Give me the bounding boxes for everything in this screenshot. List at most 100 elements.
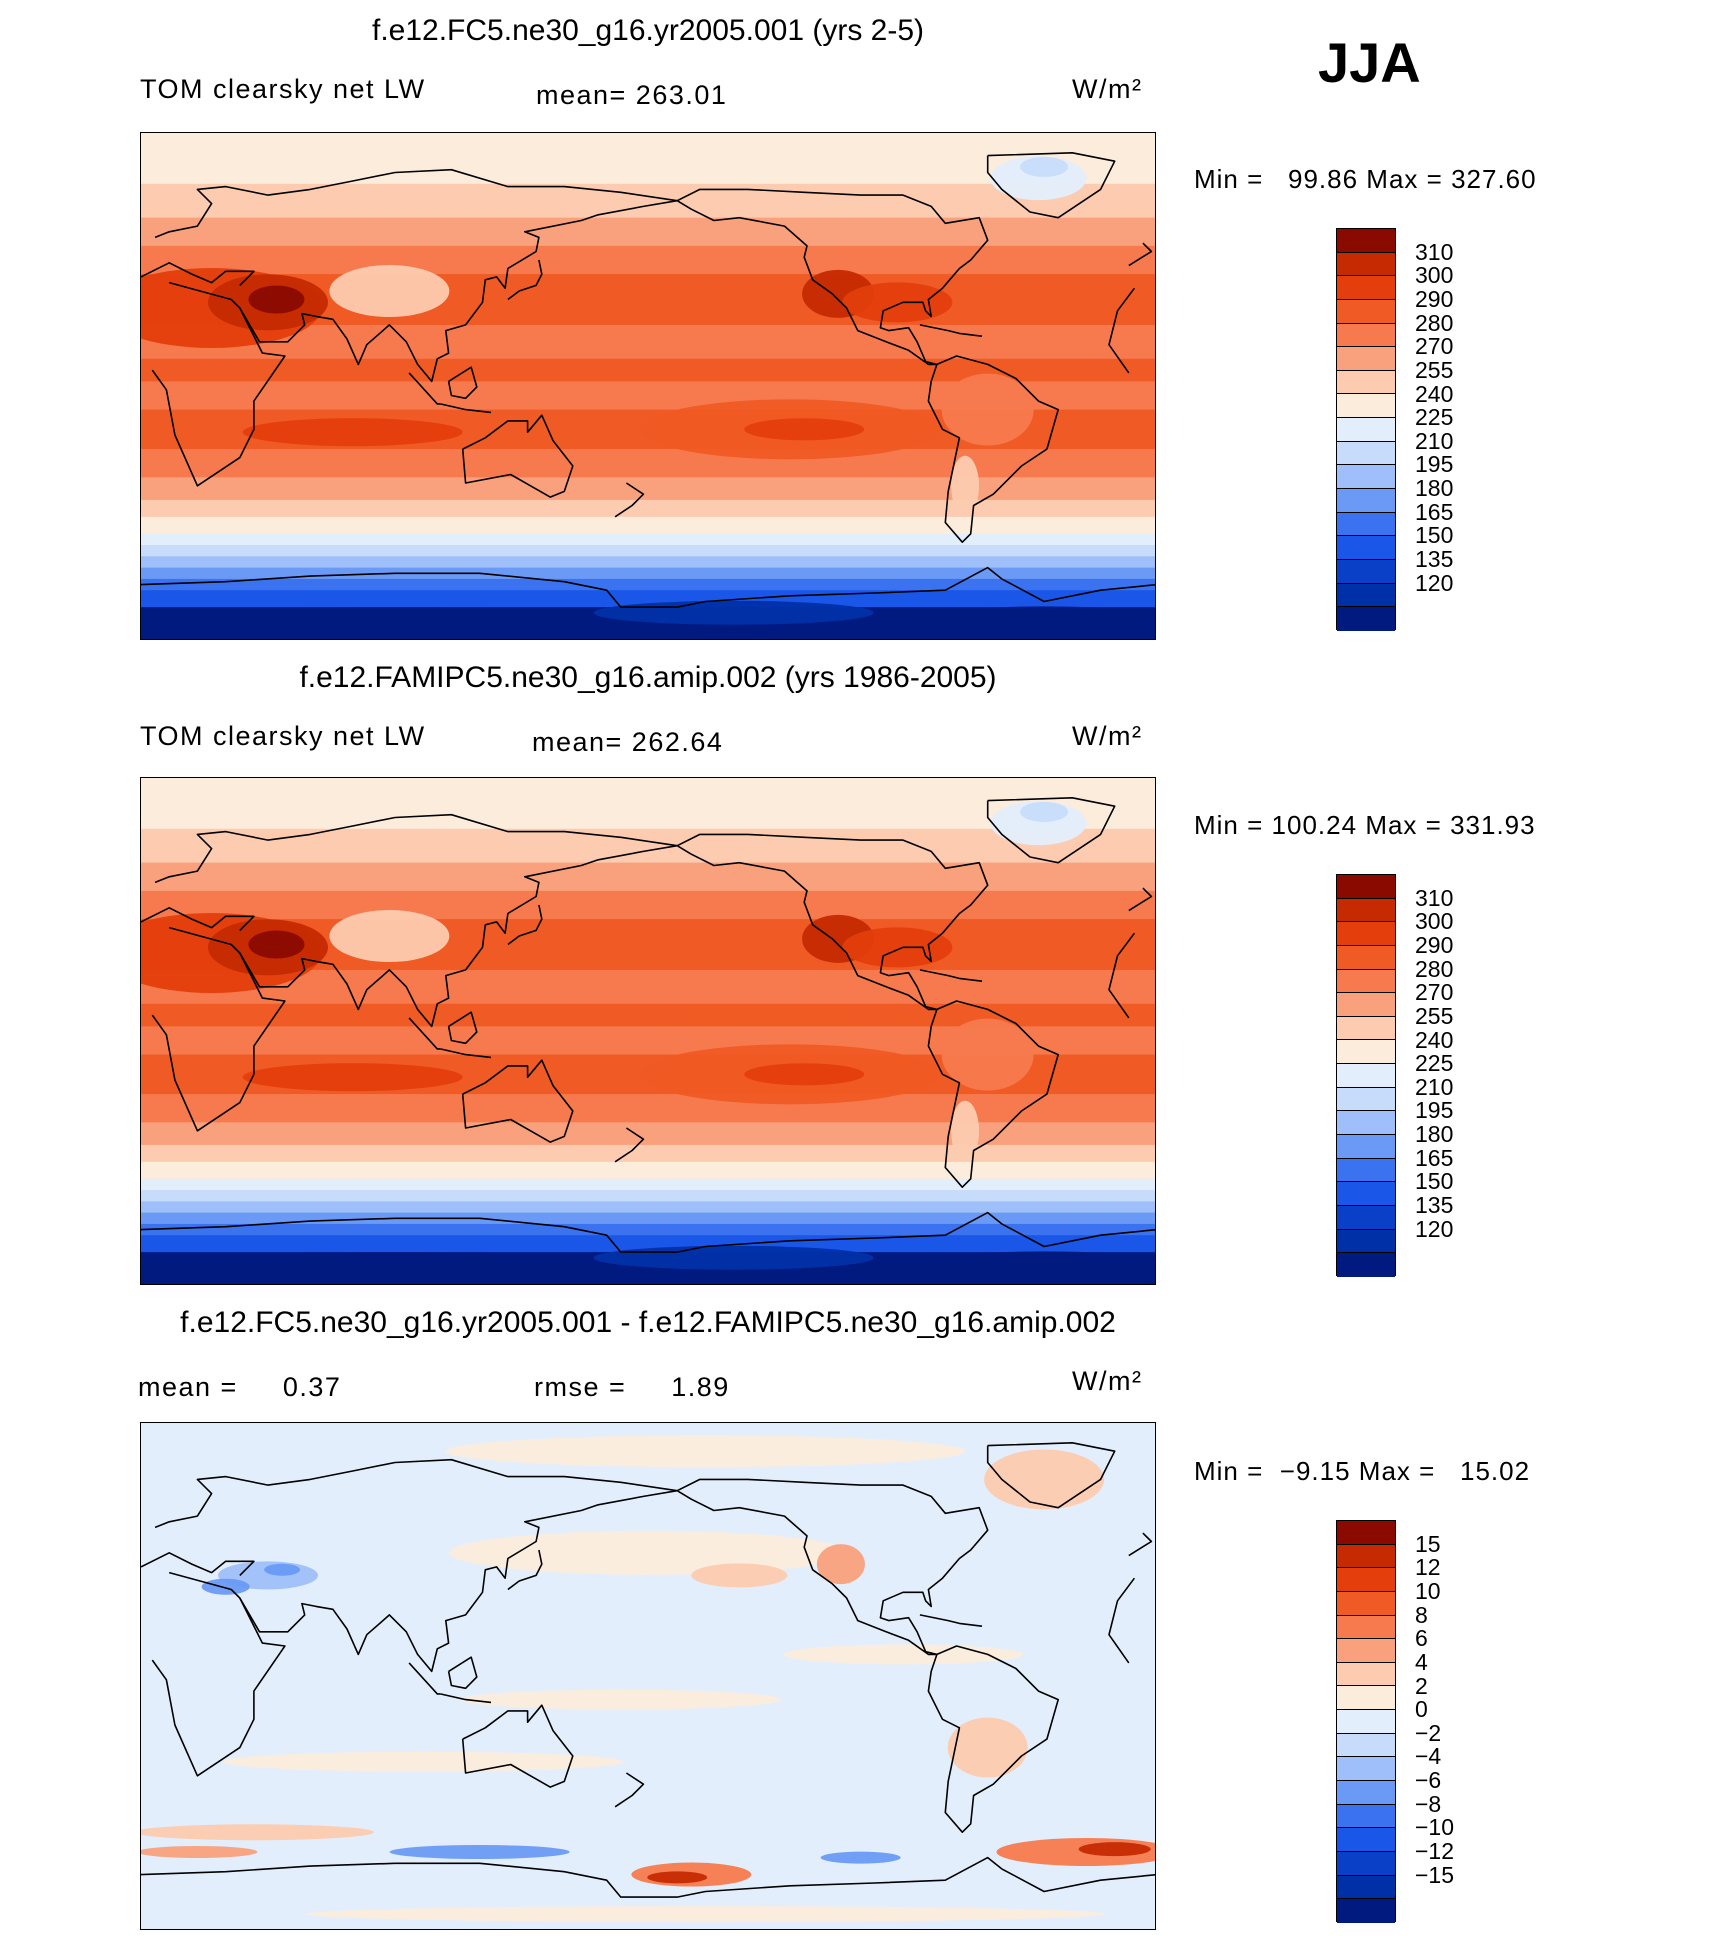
panel3-mean: mean = 0.37: [138, 1372, 342, 1402]
panel2-min-label: Min =: [1194, 810, 1264, 840]
field-feature: [141, 1845, 258, 1858]
coastline-segment: [151, 926, 1136, 1132]
colorbar-swatch: [1337, 1521, 1395, 1545]
coastline-segment: [507, 259, 543, 301]
colorbar-tick-label: 240: [1415, 380, 1454, 407]
colorbar-swatch: [1337, 1733, 1395, 1758]
colorbar-tick-label: 195: [1415, 451, 1454, 478]
field-feature: [264, 1563, 301, 1576]
field-feature: [581, 1009, 942, 1026]
colorbar-tick-label: 150: [1415, 1168, 1454, 1195]
coastline-segment: [447, 1656, 478, 1690]
colorbar-tick-label: 165: [1415, 498, 1454, 525]
field-feature: [1078, 1842, 1151, 1857]
coastline-segment: [440, 403, 492, 414]
coastline-segment: [408, 372, 441, 405]
colorbar-tick-label: 310: [1415, 884, 1454, 911]
colorbar-swatch: [1337, 1205, 1395, 1230]
panel3-title: f.e12.FC5.ne30_g16.yr2005.001 - f.e12.FA…: [180, 1306, 1116, 1339]
coastline-segment: [151, 281, 1136, 487]
colorbar-swatch: [1337, 418, 1395, 442]
field-feature: [951, 1100, 980, 1161]
field-band: [141, 1212, 1155, 1225]
field-band: [141, 778, 1155, 830]
field-feature: [691, 1563, 788, 1588]
colorbar-swatch: [1337, 252, 1395, 277]
field-feature: [1020, 801, 1069, 822]
colorbar-swatch: [1337, 323, 1395, 348]
coastline-segment: [919, 324, 983, 337]
colorbar-swatch: [1337, 276, 1395, 300]
colorbar-tick-label: −10: [1415, 1814, 1455, 1841]
field-band: [141, 245, 1155, 275]
colorbar-tick-label: 290: [1415, 285, 1454, 312]
panel3-units: W/m²: [1072, 1366, 1143, 1396]
colorbar-tick-label: 310: [1415, 238, 1454, 265]
panel2-colorbar: [1336, 874, 1396, 1277]
panel1-min-label: Min =: [1194, 164, 1264, 194]
coastline-segment: [408, 1662, 441, 1695]
colorbar-tick-label: 300: [1415, 262, 1454, 289]
panel2-units: W/m²: [1072, 721, 1143, 751]
field-band: [141, 1201, 1155, 1214]
coastline-segment: [154, 168, 1153, 267]
panel3-colorbar: [1336, 1520, 1396, 1923]
colorbar-swatch: [1337, 1182, 1395, 1206]
field-band: [141, 1161, 1155, 1180]
field-band: [141, 1122, 1155, 1146]
colorbar-swatch: [1337, 1781, 1395, 1805]
panel3-minmax: Min = −9.15 Max = 15.02: [1194, 1456, 1530, 1487]
coastline-segment: [141, 566, 1155, 608]
colorbar-swatch: [1337, 1591, 1395, 1616]
colorbar-swatch: [1337, 559, 1395, 584]
field-feature: [744, 418, 865, 441]
panel3-max-value: 15.02: [1460, 1456, 1531, 1486]
colorbar-tick-label: 240: [1415, 1026, 1454, 1053]
coastline-segment: [461, 1059, 574, 1143]
field-feature: [305, 1906, 1106, 1923]
coastline-segment: [614, 1772, 645, 1808]
colorbar-swatch: [1337, 299, 1395, 324]
colorbar-tick-label: 8: [1415, 1601, 1428, 1628]
panel1-title: f.e12.FC5.ne30_g16.yr2005.001 (yrs 2-5): [372, 14, 924, 47]
field-feature: [248, 930, 305, 959]
coastline-segment: [239, 1489, 678, 1673]
field-feature: [201, 1578, 250, 1595]
colorbar-swatch: [1337, 922, 1395, 946]
field-feature: [445, 1435, 966, 1468]
colorbar-tick-label: 15: [1415, 1530, 1441, 1557]
field-band: [141, 1423, 1155, 1929]
panel2-minmax: Min = 100.24 Max = 331.93: [1194, 810, 1536, 841]
colorbar-swatch: [1337, 993, 1395, 1017]
panel1-units: W/m²: [1072, 74, 1143, 104]
colorbar-tick-label: 120: [1415, 1215, 1454, 1242]
field-band: [141, 133, 1155, 185]
colorbar-swatch: [1337, 1639, 1395, 1663]
field-feature: [223, 1751, 624, 1772]
field-band: [141, 590, 1155, 608]
colorbar-tick-label: 4: [1415, 1648, 1428, 1675]
colorbar-tick-label: 135: [1415, 546, 1454, 573]
field-feature: [924, 606, 1155, 631]
field-band: [141, 1178, 1155, 1191]
colorbar-tick-label: 225: [1415, 1050, 1454, 1077]
field-feature: [593, 600, 874, 625]
colorbar-swatch: [1337, 1135, 1395, 1159]
coastline-segment: [440, 1048, 492, 1059]
colorbar-swatch: [1337, 583, 1395, 608]
panel3-min-value: −9.15: [1279, 1456, 1351, 1486]
colorbar-swatch: [1337, 1064, 1395, 1088]
panel3-map: [140, 1422, 1156, 1930]
coastline-segment: [986, 797, 1116, 864]
colorbar-swatch: [1337, 536, 1395, 560]
field-feature: [816, 1544, 865, 1585]
coastline-segment: [927, 1645, 1059, 1833]
panel2-min-value: 100.24: [1271, 810, 1358, 840]
colorbar-tick-label: 135: [1415, 1192, 1454, 1219]
coastline-segment: [141, 1856, 1155, 1898]
colorbar-swatch: [1337, 465, 1395, 490]
field-band: [141, 358, 1155, 382]
colorbar-swatch: [1337, 370, 1395, 395]
colorbar-swatch: [1337, 1111, 1395, 1136]
colorbar-tick-label: −6: [1415, 1767, 1442, 1794]
